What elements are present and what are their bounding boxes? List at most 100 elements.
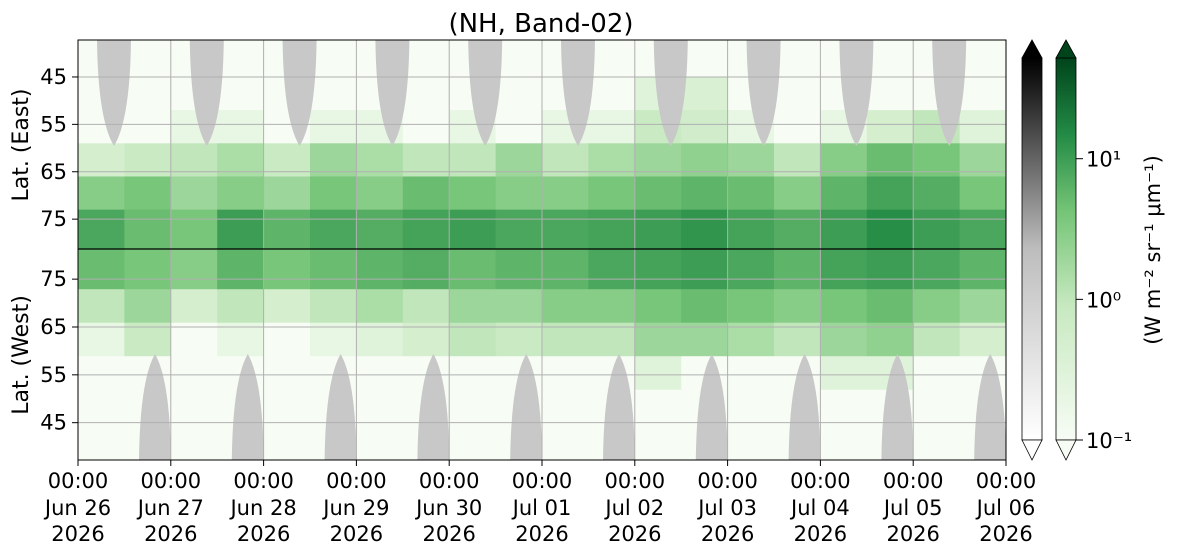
heat-cell — [78, 288, 125, 323]
heat-cell — [310, 176, 357, 211]
heat-cell — [866, 40, 914, 78]
colorbar-tick-label: 10⁻¹ — [1086, 429, 1132, 453]
night-region — [695, 354, 728, 460]
heat-cell — [263, 322, 311, 357]
heat-cell — [681, 76, 729, 111]
heat-cell — [217, 288, 265, 323]
heat-cell — [495, 249, 543, 290]
heat-cell — [866, 249, 914, 290]
heat-cell — [681, 209, 729, 250]
plot-frame — [77, 39, 1007, 461]
y-axis-label: Lat. (East) — [9, 89, 34, 202]
heat-cell — [542, 422, 589, 460]
heat-cell — [217, 322, 265, 357]
y-tick-label: 55 — [40, 112, 67, 136]
heat-cell — [913, 389, 961, 424]
y-tick-label: 65 — [40, 160, 67, 184]
heat-cell — [542, 209, 589, 250]
heat-cell — [170, 209, 218, 250]
heat-cell — [542, 355, 589, 390]
heat-cell — [727, 355, 775, 390]
heat-cell — [263, 176, 311, 211]
heat-cell — [170, 249, 218, 290]
heat-cell — [681, 110, 729, 144]
heat-cell — [820, 176, 868, 211]
heat-cell — [124, 209, 172, 250]
heat-cell — [959, 40, 1006, 78]
night-region — [468, 40, 503, 146]
heat-cell — [78, 209, 125, 250]
heat-cell — [170, 355, 218, 390]
y-axis-label: Lat. (West) — [9, 295, 34, 415]
heat-cell — [866, 110, 914, 144]
heat-cell — [866, 209, 914, 250]
y-tick-label: 45 — [40, 411, 67, 435]
heat-cell — [495, 76, 543, 111]
heat-cell — [774, 40, 821, 78]
colorbar-extend — [1021, 39, 1043, 59]
y-tick-label: 45 — [40, 65, 67, 89]
heat-cell — [820, 209, 868, 250]
y-tick-label: 75 — [40, 267, 67, 291]
night-region — [139, 354, 171, 460]
heat-cell — [634, 355, 682, 390]
heat-cell — [78, 422, 125, 460]
heat-cell — [449, 422, 497, 460]
heat-cell — [124, 176, 172, 211]
heat-cell — [959, 249, 1006, 290]
heat-cell — [170, 288, 218, 323]
heat-cell — [449, 176, 497, 211]
heat-cell — [588, 176, 636, 211]
heat-cell — [263, 422, 311, 460]
heat-cell — [774, 288, 821, 323]
heat-cell — [913, 176, 961, 211]
heat-cell — [727, 422, 775, 460]
heat-cell — [402, 249, 450, 290]
heat-cell — [402, 322, 450, 357]
heat-cell — [170, 322, 218, 357]
heat-cell — [634, 288, 682, 323]
x-tick-label: 00:00 Jun 30 2026 — [416, 469, 483, 546]
heat-cell — [356, 389, 404, 424]
heat-cell — [217, 209, 265, 250]
heat-cell — [310, 209, 357, 250]
heat-cell — [402, 76, 450, 111]
heat-cell — [913, 355, 961, 390]
heat-cell — [217, 176, 265, 211]
heat-cell — [634, 249, 682, 290]
heat-cell — [124, 40, 172, 78]
heat-cell — [681, 288, 729, 323]
heat-cell — [774, 110, 821, 144]
colorbar-gray — [1021, 57, 1043, 441]
y-tick-label: 75 — [40, 207, 67, 231]
heat-cell — [959, 176, 1006, 211]
heat-cell — [959, 209, 1006, 250]
heat-cell — [263, 355, 311, 390]
heat-cell — [588, 209, 636, 250]
heat-cell — [78, 389, 125, 424]
heat-cell — [402, 110, 450, 144]
heat-cell — [774, 176, 821, 211]
heat-cell — [681, 322, 729, 357]
x-tick-label: 00:00 Jul 05 2026 — [882, 469, 944, 546]
heat-cell — [681, 176, 729, 211]
night-region — [974, 354, 1006, 460]
heat-cell — [727, 176, 775, 211]
heat-cell — [913, 322, 961, 357]
heat-cell — [542, 176, 589, 211]
colorbar-extend — [1055, 39, 1077, 59]
heat-cell — [124, 110, 172, 144]
night-region — [324, 354, 357, 460]
heat-cell — [634, 322, 682, 357]
night-region — [282, 40, 317, 146]
heat-cell — [449, 249, 497, 290]
heat-cell — [124, 322, 172, 357]
colorbar-tick-label: 10⁰ — [1086, 288, 1121, 312]
heat-cell — [310, 40, 357, 78]
night-region — [97, 40, 131, 146]
heat-cell — [588, 110, 636, 144]
heat-cell — [634, 209, 682, 250]
chart-title: (NH, Band-02) — [448, 9, 633, 39]
heat-cell — [310, 110, 357, 144]
y-tick-label: 65 — [40, 315, 67, 339]
